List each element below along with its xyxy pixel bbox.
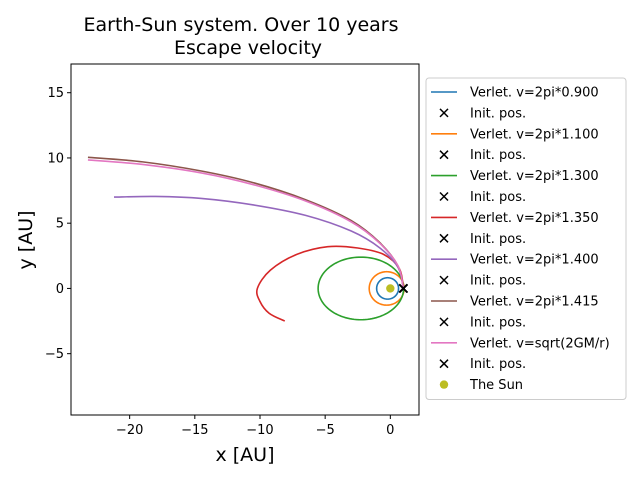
- x-tick-label: −10: [246, 423, 273, 438]
- legend-label: Init. pos.: [470, 148, 526, 163]
- legend-label: Init. pos.: [470, 274, 526, 289]
- legend-swatch: [439, 275, 449, 285]
- plot-area: [87, 156, 408, 322]
- x-tick-label: −20: [116, 423, 143, 438]
- legend-label: Init. pos.: [470, 357, 526, 372]
- series-line-1: [375, 276, 400, 300]
- x-tick-label: −5: [316, 423, 335, 438]
- legend-swatch: [439, 317, 449, 327]
- legend-swatch: [439, 233, 449, 243]
- x-axis-ticks: −20 −15 −10 −5 0: [116, 415, 394, 438]
- series-line-7: [87, 159, 405, 289]
- y-tick-label: −5: [45, 347, 64, 362]
- legend-label: Init. pos.: [470, 106, 526, 121]
- series-line-2: [368, 270, 405, 306]
- legend-label: Init. pos.: [470, 190, 526, 205]
- y-axis-ticks: −5 0 5 10 15: [45, 86, 71, 362]
- legend-label: Verlet. v=2pi*1.400: [470, 253, 599, 268]
- legend-swatch: [439, 108, 449, 118]
- series-line-3: [317, 256, 405, 321]
- y-tick-label: 5: [56, 217, 64, 232]
- legend-box: [425, 77, 627, 400]
- y-tick-label: 10: [47, 151, 64, 166]
- series-line-6: [87, 156, 405, 289]
- legend-label: The Sun: [469, 378, 523, 393]
- legend-label: Verlet. v=2pi*1.415: [470, 295, 599, 310]
- legend-swatch: [439, 359, 449, 369]
- legend-swatch: [439, 150, 449, 160]
- legend-label: Init. pos.: [470, 315, 526, 330]
- init-pos-marker-7: [398, 283, 408, 293]
- legend-swatch: [439, 191, 449, 202]
- y-tick-label: 15: [47, 86, 64, 101]
- legend-label: Verlet. v=2pi*1.300: [470, 169, 599, 184]
- legend-label: Init. pos.: [470, 232, 526, 247]
- legend-label: Verlet. v=2pi*1.100: [470, 127, 599, 142]
- x-axis-label: x [AU]: [215, 444, 274, 466]
- legend-label: Verlet. v=sqrt(2GM/r): [470, 336, 610, 351]
- legend: Verlet. v=2pi*0.900 Init. pos. Verlet. v=2…: [425, 77, 627, 400]
- y-axis-label: y [AU]: [15, 210, 37, 269]
- legend-label: Verlet. v=2pi*1.350: [470, 211, 599, 226]
- series-line-5: [113, 195, 405, 289]
- x-tick-label: 0: [386, 423, 394, 438]
- axes-frame: [70, 63, 420, 416]
- y-tick-label: 0: [56, 282, 64, 297]
- sun-marker: [386, 284, 395, 293]
- series-line-4: [255, 245, 405, 322]
- legend-label: Verlet. v=2pi*0.900: [470, 86, 599, 101]
- x-tick-label: −15: [181, 423, 208, 438]
- legend-swatch: [439, 380, 449, 389]
- chart-title: Earth-Sun system. Over 10 years: [83, 14, 398, 36]
- chart-subtitle: Escape velocity: [174, 37, 322, 59]
